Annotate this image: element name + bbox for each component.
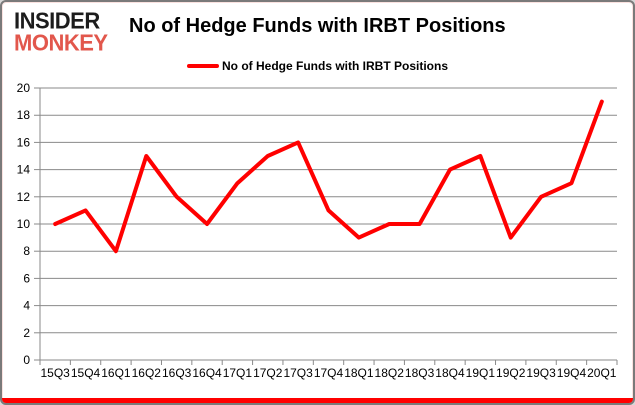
- x-axis-label: 15Q4: [71, 366, 101, 380]
- y-axis-label: 0: [23, 353, 30, 367]
- y-axis-label: 20: [17, 81, 31, 95]
- logo-word-monkey: MONKEY: [14, 29, 108, 56]
- x-axis-label: 17Q2: [253, 366, 283, 380]
- y-axis-label: 2: [23, 326, 30, 340]
- x-axis-label: 19Q4: [557, 366, 587, 380]
- x-axis-label: 18Q2: [375, 366, 405, 380]
- x-axis-label: 15Q3: [41, 366, 71, 380]
- x-axis-label: 19Q1: [466, 366, 496, 380]
- x-axis-label: 19Q3: [526, 366, 556, 380]
- x-axis-label: 17Q3: [283, 366, 313, 380]
- insider-monkey-logo: INSIDER MONKEY: [14, 7, 108, 56]
- y-axis-label: 12: [17, 190, 31, 204]
- y-axis-label: 4: [23, 299, 30, 313]
- x-axis-label: 18Q4: [435, 366, 465, 380]
- data-line: [53, 99, 604, 254]
- x-axis-label: 18Q3: [405, 366, 435, 380]
- x-axis-label: 17Q4: [314, 366, 344, 380]
- legend-line-swatch: [187, 64, 219, 68]
- bottom-red-bar: [2, 398, 633, 403]
- legend-label: No of Hedge Funds with IRBT Positions: [222, 59, 448, 73]
- y-axis-label: 8: [23, 244, 30, 258]
- y-axis-label: 16: [17, 135, 31, 149]
- chart-title: No of Hedge Funds with IRBT Positions: [129, 15, 506, 37]
- x-axis-label: 16Q4: [192, 366, 222, 380]
- x-axis-label: 20Q1: [587, 366, 617, 380]
- y-axis-label: 14: [17, 163, 31, 177]
- x-axis-label: 18Q1: [344, 366, 374, 380]
- x-axis-label: 19Q2: [496, 366, 526, 380]
- logo-word-insider: INSIDER: [14, 7, 100, 34]
- x-axis-label: 16Q2: [132, 366, 162, 380]
- x-axis-label: 17Q1: [223, 366, 253, 380]
- x-axis-label: 16Q1: [101, 366, 131, 380]
- y-axis-label: 10: [17, 217, 31, 231]
- legend: No of Hedge Funds with IRBT Positions: [2, 59, 633, 73]
- x-axis-label: 16Q3: [162, 366, 192, 380]
- y-axis-label: 6: [23, 271, 30, 285]
- y-axis-label: 18: [17, 108, 31, 122]
